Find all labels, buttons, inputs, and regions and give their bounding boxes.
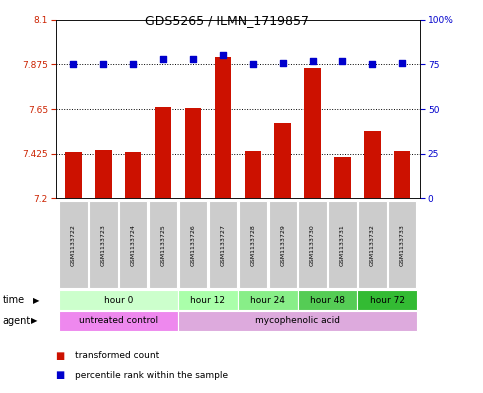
- Bar: [155, 107, 171, 198]
- Bar: [357, 290, 417, 310]
- Bar: [298, 201, 327, 288]
- Point: [309, 58, 316, 64]
- Bar: [149, 201, 177, 288]
- Text: GSM1133728: GSM1133728: [250, 224, 256, 266]
- Point: [129, 61, 137, 68]
- Text: mycophenolic acid: mycophenolic acid: [255, 316, 340, 325]
- Bar: [215, 57, 231, 198]
- Bar: [58, 311, 178, 331]
- Point: [219, 52, 227, 59]
- Point: [279, 59, 286, 66]
- Bar: [388, 201, 416, 288]
- Bar: [358, 201, 386, 288]
- Text: GSM1133729: GSM1133729: [280, 224, 285, 266]
- Bar: [244, 151, 261, 198]
- Text: GSM1133724: GSM1133724: [131, 224, 136, 266]
- Bar: [89, 201, 117, 288]
- Bar: [304, 68, 321, 198]
- Bar: [239, 201, 267, 288]
- Point: [70, 61, 77, 68]
- Point: [159, 56, 167, 62]
- Bar: [65, 152, 82, 198]
- Text: hour 72: hour 72: [370, 296, 405, 305]
- Text: GDS5265 / ILMN_1719857: GDS5265 / ILMN_1719857: [145, 14, 309, 27]
- Text: ▶: ▶: [33, 296, 39, 305]
- Point: [339, 58, 346, 64]
- Bar: [59, 201, 88, 288]
- Bar: [178, 290, 238, 310]
- Bar: [334, 157, 351, 198]
- Point: [369, 61, 376, 68]
- Text: transformed count: transformed count: [75, 351, 159, 360]
- Point: [398, 59, 406, 66]
- Bar: [125, 152, 142, 198]
- Bar: [178, 311, 417, 331]
- Text: GSM1133733: GSM1133733: [400, 224, 405, 266]
- Bar: [328, 201, 356, 288]
- Bar: [119, 201, 147, 288]
- Bar: [185, 108, 201, 198]
- Text: ■: ■: [56, 370, 65, 380]
- Text: GSM1133730: GSM1133730: [310, 224, 315, 266]
- Text: ■: ■: [56, 351, 65, 361]
- Text: GSM1133726: GSM1133726: [190, 224, 196, 266]
- Bar: [238, 290, 298, 310]
- Text: GSM1133727: GSM1133727: [220, 224, 226, 266]
- Point: [249, 61, 256, 68]
- Text: ▶: ▶: [31, 316, 38, 325]
- Text: GSM1133722: GSM1133722: [71, 224, 76, 266]
- Text: GSM1133731: GSM1133731: [340, 224, 345, 266]
- Text: untreated control: untreated control: [79, 316, 158, 325]
- Bar: [298, 290, 357, 310]
- Bar: [209, 201, 237, 288]
- Text: GSM1133723: GSM1133723: [101, 224, 106, 266]
- Bar: [58, 290, 178, 310]
- Point: [99, 61, 107, 68]
- Text: hour 12: hour 12: [190, 296, 226, 305]
- Text: agent: agent: [2, 316, 30, 326]
- Text: time: time: [2, 295, 25, 305]
- Text: hour 0: hour 0: [104, 296, 133, 305]
- Text: hour 24: hour 24: [250, 296, 285, 305]
- Text: hour 48: hour 48: [310, 296, 345, 305]
- Bar: [274, 123, 291, 198]
- Bar: [179, 201, 207, 288]
- Bar: [394, 151, 411, 198]
- Text: percentile rank within the sample: percentile rank within the sample: [75, 371, 228, 380]
- Bar: [364, 131, 381, 198]
- Bar: [95, 150, 112, 198]
- Text: GSM1133732: GSM1133732: [370, 224, 375, 266]
- Bar: [269, 201, 297, 288]
- Text: GSM1133725: GSM1133725: [161, 224, 166, 266]
- Point: [189, 56, 197, 62]
